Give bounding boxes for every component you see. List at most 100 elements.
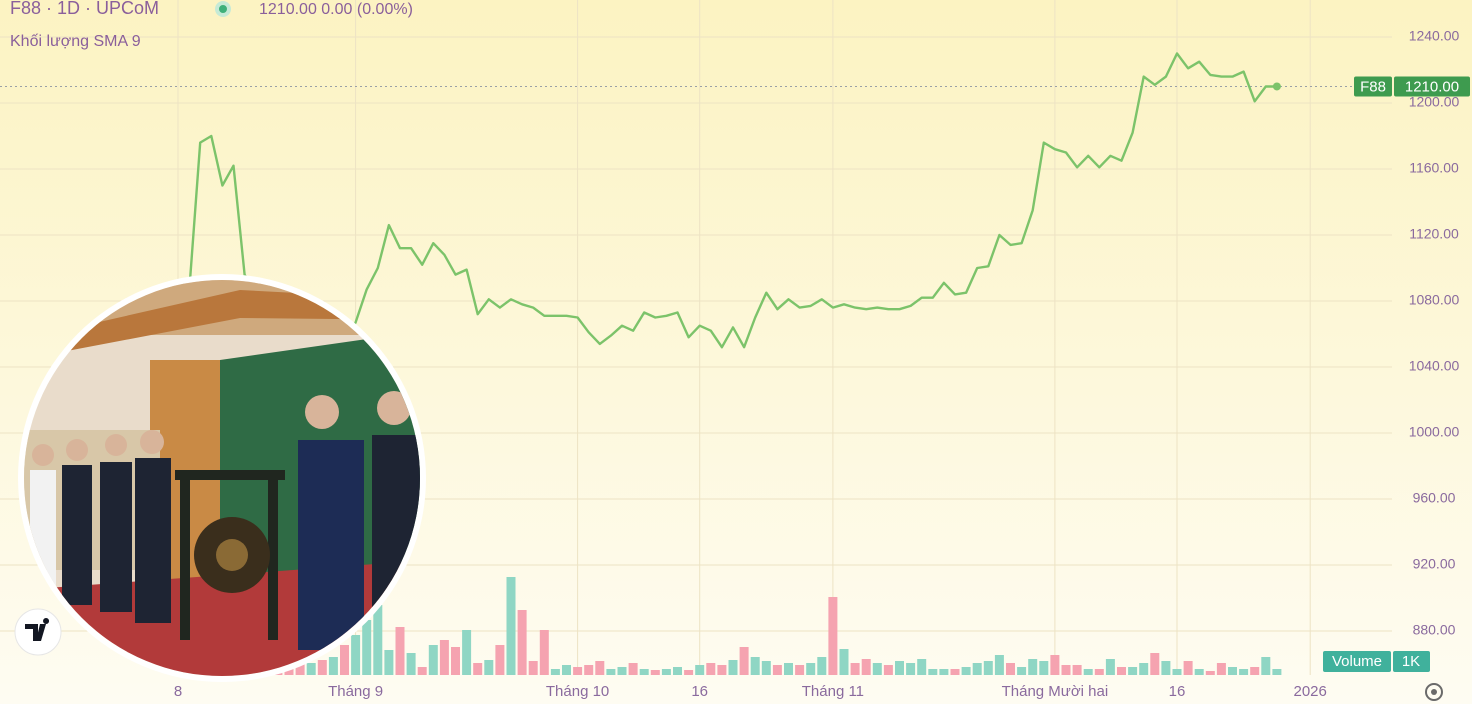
volume-bar bbox=[661, 669, 671, 675]
volume-bar bbox=[473, 663, 483, 675]
volume-bar bbox=[351, 635, 361, 675]
volume-bar bbox=[406, 653, 416, 675]
volume-bar bbox=[428, 645, 438, 675]
last-price-symbol-box bbox=[1354, 76, 1392, 97]
volume-bar bbox=[650, 670, 660, 675]
volume-bar bbox=[939, 669, 949, 675]
volume-bar bbox=[1006, 663, 1015, 675]
last-price-label: 1210.00 bbox=[1405, 78, 1459, 95]
volume-bar bbox=[617, 667, 627, 675]
volume-bar bbox=[684, 670, 694, 675]
subtitle: Khối lượng SMA 9 bbox=[10, 33, 141, 50]
volume-bar bbox=[506, 577, 516, 675]
volume-bar bbox=[484, 660, 494, 675]
volume-bar bbox=[373, 605, 383, 675]
volume-bar bbox=[1039, 661, 1049, 675]
volume-bar bbox=[451, 647, 460, 675]
x-tick-label: Tháng 9 bbox=[328, 683, 383, 700]
settings-icon[interactable] bbox=[1425, 683, 1443, 701]
volume-bar bbox=[728, 660, 738, 675]
volume-bar bbox=[1150, 653, 1160, 675]
volume-bar bbox=[495, 645, 505, 675]
volume-bar bbox=[750, 657, 760, 675]
volume-bar bbox=[872, 663, 882, 675]
x-tick-label: 8 bbox=[174, 683, 182, 700]
volume-bar bbox=[983, 661, 993, 675]
volume-bar bbox=[1239, 669, 1249, 675]
last-price-box bbox=[1394, 76, 1470, 97]
volume-bar bbox=[795, 665, 805, 675]
y-tick-label: 1160.00 bbox=[1409, 160, 1459, 176]
volume-bar bbox=[417, 667, 427, 675]
volume-bar bbox=[628, 663, 638, 675]
volume-bar bbox=[928, 669, 938, 675]
volume-bar bbox=[883, 665, 893, 675]
x-tick-label: Tháng 11 bbox=[802, 683, 864, 700]
volume-bar bbox=[772, 665, 782, 675]
volume-bar bbox=[1117, 667, 1126, 675]
x-tick-label: 2026 bbox=[1294, 683, 1327, 700]
volume-bar bbox=[717, 665, 727, 675]
volume-bar bbox=[1072, 665, 1082, 675]
overlay: F88 · 1D · UPCoM 1210.00 0.00 (0.00%) Kh… bbox=[10, 0, 1470, 701]
chart-title: F88 · 1D · UPCoM bbox=[10, 0, 159, 18]
volume-bar bbox=[1161, 661, 1171, 675]
y-tick-label: 880.00 bbox=[1413, 622, 1456, 638]
volume-bar bbox=[462, 630, 472, 675]
price-line bbox=[177, 52, 1277, 349]
volume-bar bbox=[950, 669, 960, 675]
volume-bar bbox=[1216, 663, 1226, 675]
volume-bar bbox=[706, 663, 716, 675]
tradingview-logo bbox=[14, 608, 62, 656]
volume-bar bbox=[595, 661, 605, 675]
y-tick-label: 1120.00 bbox=[1409, 226, 1459, 242]
volume-bar bbox=[895, 661, 904, 675]
last-price-symbol: F88 bbox=[1360, 78, 1386, 95]
y-tick-label: 1240.00 bbox=[1409, 28, 1460, 44]
volume-bar bbox=[1194, 669, 1204, 675]
status-dot bbox=[215, 1, 231, 17]
y-tick-label: 1200.00 bbox=[1409, 94, 1460, 110]
volume-bar bbox=[850, 663, 860, 675]
volume-bar bbox=[1017, 667, 1027, 675]
volume-bar bbox=[1250, 667, 1260, 675]
volume-bar bbox=[1228, 667, 1237, 675]
volume-bar bbox=[539, 630, 549, 675]
volume-bar bbox=[806, 663, 816, 675]
volume-bar bbox=[1205, 671, 1215, 675]
x-tick-label: 16 bbox=[1169, 683, 1186, 700]
volume-value-box bbox=[1393, 651, 1430, 672]
volume-value: 1K bbox=[1402, 653, 1420, 670]
volume-bar bbox=[395, 627, 405, 675]
volume-bar bbox=[517, 610, 527, 675]
volume-bar bbox=[673, 667, 682, 675]
volume-bar bbox=[828, 597, 838, 675]
volume-bar bbox=[606, 669, 616, 675]
volume-bar bbox=[817, 657, 827, 675]
volume-bar bbox=[328, 657, 338, 675]
volume-bar bbox=[584, 665, 594, 675]
volume-bar bbox=[961, 667, 971, 675]
x-tick-label: Tháng Mười hai bbox=[1002, 683, 1109, 700]
x-tick-label: 16 bbox=[691, 683, 708, 700]
volume-bar bbox=[362, 620, 372, 675]
volume-bar bbox=[1261, 657, 1271, 675]
volume-bar bbox=[994, 655, 1004, 675]
volume-bar bbox=[1272, 669, 1282, 675]
volume-bar bbox=[917, 659, 927, 675]
photo-gong bbox=[175, 470, 285, 640]
volume-bar bbox=[839, 649, 849, 675]
volume-bar bbox=[306, 663, 316, 675]
quote: 1210.00 0.00 (0.00%) bbox=[259, 1, 413, 18]
volume-bar bbox=[384, 650, 394, 675]
volume-bar bbox=[1083, 669, 1093, 675]
volume-bar bbox=[1128, 667, 1138, 675]
volume-bar bbox=[295, 663, 305, 675]
volume-bar bbox=[340, 645, 349, 675]
volume-bar bbox=[639, 669, 649, 675]
volume-bar bbox=[562, 665, 571, 675]
x-tick-label: Tháng 10 bbox=[546, 683, 609, 700]
volume-bar bbox=[439, 640, 449, 675]
